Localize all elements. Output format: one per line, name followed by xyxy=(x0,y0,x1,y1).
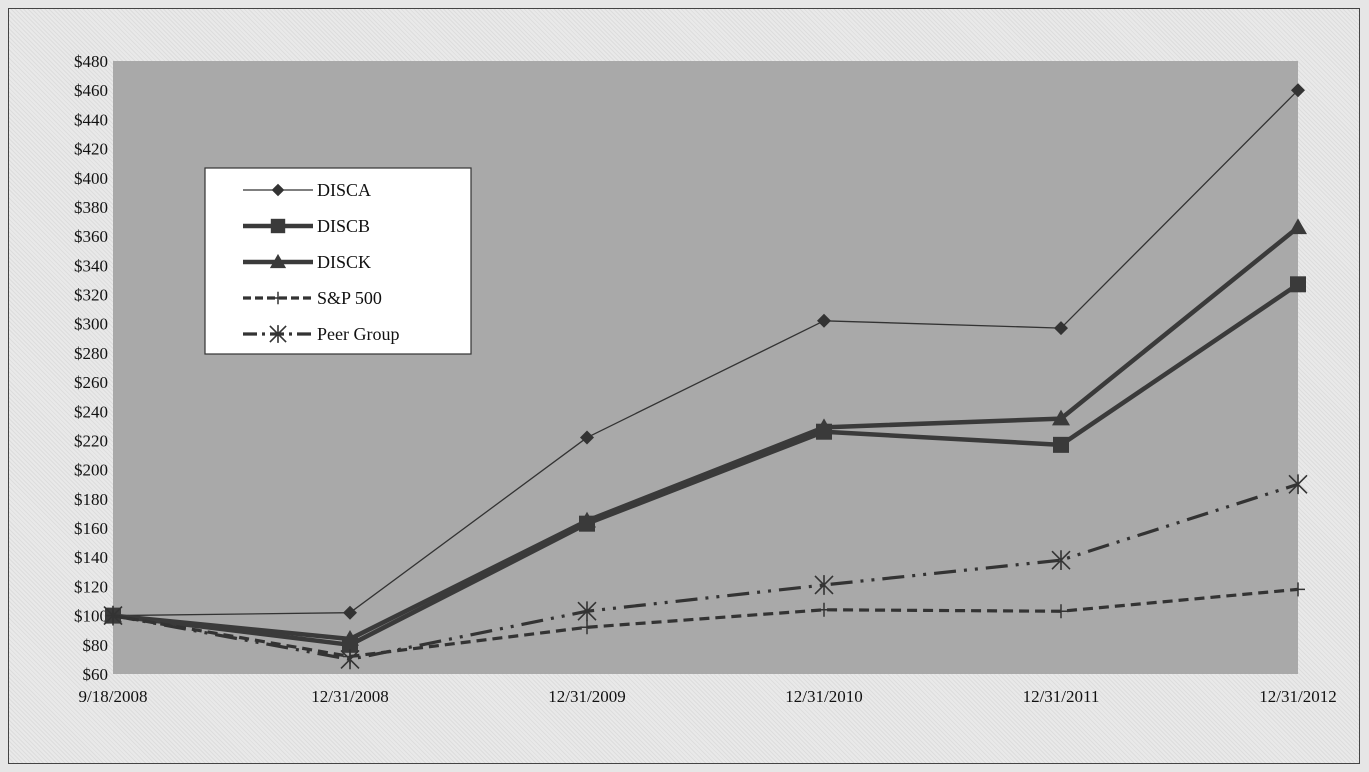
y-tick-label: $80 xyxy=(83,636,109,655)
data-point xyxy=(817,313,831,328)
y-tick-label: $320 xyxy=(74,286,108,305)
legend-label: S&P 500 xyxy=(317,288,382,308)
legend-item: Peer Group xyxy=(243,324,399,344)
x-tick-label: 9/18/2008 xyxy=(79,687,148,706)
legend-marker xyxy=(271,291,285,305)
data-point xyxy=(577,601,597,622)
y-tick-label: $440 xyxy=(74,110,108,129)
legend-marker xyxy=(271,183,285,197)
legend-item: DISCK xyxy=(243,252,371,272)
legend-item: DISCB xyxy=(243,216,370,236)
data-point xyxy=(1291,83,1305,98)
y-tick-label: $260 xyxy=(74,373,108,392)
legend-marker xyxy=(270,218,286,234)
legend-item: S&P 500 xyxy=(243,288,382,308)
data-point xyxy=(343,605,357,620)
y-tick-label: $220 xyxy=(74,431,108,450)
y-tick-label: $60 xyxy=(83,665,109,684)
x-tick-label: 12/31/2009 xyxy=(548,687,625,706)
chart-frame: $60 $80 $100 $120 $140 $160 $180 $200 $220 $240 $2… xyxy=(8,8,1360,764)
y-tick-label: $200 xyxy=(74,461,108,480)
y-tick-label: $420 xyxy=(74,140,108,159)
y-tick-label: $480 xyxy=(74,52,108,71)
data-point xyxy=(1051,550,1071,571)
data-point xyxy=(1288,474,1308,495)
data-point xyxy=(815,418,833,435)
y-axis-ticks: $60 $80 $100 $120 $140 $160 $180 $200 $220 $240 $2… xyxy=(74,52,108,684)
data-point xyxy=(1291,582,1305,597)
data-point xyxy=(578,511,596,528)
legend-label: DISCB xyxy=(317,216,370,236)
y-tick-label: $160 xyxy=(74,519,108,538)
series-line xyxy=(112,587,1299,659)
y-tick-label: $280 xyxy=(74,344,108,363)
series-layer xyxy=(103,83,1308,670)
line-chart: $60 $80 $100 $120 $140 $160 $180 $200 $220 $240 $2… xyxy=(74,52,1337,706)
y-tick-label: $180 xyxy=(74,490,108,509)
x-axis-ticks: 9/18/2008 12/31/2008 12/31/2009 12/31/2010 1… xyxy=(79,687,1337,706)
y-tick-label: $460 xyxy=(74,81,108,100)
y-tick-label: $120 xyxy=(74,577,108,596)
legend-label: DISCK xyxy=(317,252,371,272)
data-point xyxy=(817,602,831,617)
data-point xyxy=(340,649,360,670)
y-tick-label: $360 xyxy=(74,227,108,246)
data-point xyxy=(580,620,594,635)
data-point xyxy=(1290,276,1306,293)
data-point xyxy=(814,575,834,595)
series-peer-group xyxy=(103,474,1308,670)
data-point xyxy=(1052,409,1070,426)
y-tick-label: $380 xyxy=(74,198,108,217)
legend-label: Peer Group xyxy=(317,324,399,344)
x-tick-label: 12/31/2012 xyxy=(1259,687,1336,706)
series-line xyxy=(112,225,1300,642)
legend-label: DISCA xyxy=(317,180,371,200)
series-line xyxy=(112,89,1299,617)
data-point xyxy=(103,605,123,626)
data-point xyxy=(1054,604,1068,619)
x-tick-label: 12/31/2011 xyxy=(1023,687,1100,706)
y-tick-label: $400 xyxy=(74,169,108,188)
plot-area xyxy=(113,61,1298,674)
legend: DISCA DISCB DISCK S&P 500 Peer Group xyxy=(204,167,472,355)
data-point xyxy=(1289,218,1307,235)
legend-marker xyxy=(269,253,287,269)
data-point xyxy=(1053,436,1069,453)
x-tick-label: 12/31/2010 xyxy=(785,687,862,706)
x-tick-label: 12/31/2008 xyxy=(311,687,388,706)
legend-item: DISCA xyxy=(243,180,371,200)
y-tick-label: $340 xyxy=(74,256,108,275)
y-tick-label: $140 xyxy=(74,548,108,567)
series-line xyxy=(112,482,1299,662)
y-tick-label: $240 xyxy=(74,402,108,421)
y-tick-label: $100 xyxy=(74,607,108,626)
data-point xyxy=(580,430,594,445)
data-point xyxy=(1054,321,1068,336)
y-tick-label: $300 xyxy=(74,315,108,334)
data-point xyxy=(341,629,359,646)
series-line xyxy=(112,282,1300,648)
legend-marker xyxy=(269,325,287,343)
